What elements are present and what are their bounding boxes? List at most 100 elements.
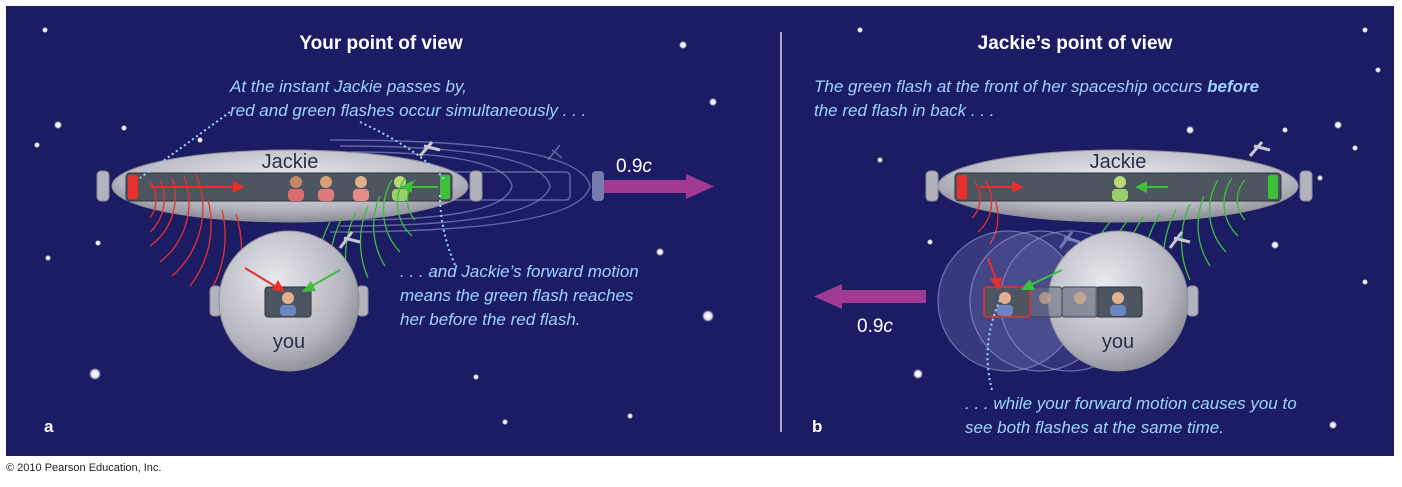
rear-bumper-ghost [592,171,604,201]
pod-green-ray-b [1029,269,1063,286]
pod-antenna-ghost [1058,231,1081,249]
panel-a-caption-bottom: . . . and Jackie’s forward motion means … [400,262,643,329]
leader-lines [139,111,456,266]
front-bumper-b [1299,170,1313,202]
you-head-b [1112,292,1124,304]
green-flash-arrowhead-b [1135,181,1147,193]
velocity-arrow-head [686,174,714,199]
star [1329,421,1337,429]
you-pod: you [209,230,369,372]
speed-label-b: 0.9c [857,316,893,337]
panel-a: Your point of view At the instant Jackie… [44,33,714,436]
star [473,374,479,380]
panel-b-title: Jackie’s point of view [978,33,1173,54]
jackie-head-b [1114,176,1126,188]
rear-bumper-b [925,170,939,202]
star [1375,67,1381,73]
panel-a-caption-top: At the instant Jackie passes by, red and… [229,77,586,120]
red-lamp-b [957,175,967,199]
panel-a-title: Your point of view [299,33,462,54]
you-body [280,305,296,316]
star [1334,121,1342,129]
ghost-head-2 [1039,292,1051,304]
you-head [282,292,294,304]
jackie-label-b: Jackie [1090,151,1147,173]
ghost-head-3 [999,292,1011,304]
panel-a-letter: a [44,417,54,436]
star [1362,279,1368,285]
ship-motion-trail [329,139,591,233]
copyright-notice: © 2010 Pearson Education, Inc. [6,462,162,474]
pod-antenna-b [1168,231,1191,249]
pod-green-arrowhead-b [1021,279,1035,290]
front-bumper [469,170,483,202]
antenna-b [1248,141,1271,157]
star [34,142,40,148]
ghost-body-3 [997,305,1013,316]
ghost-head-1 [1074,292,1086,304]
star [42,27,48,33]
star [1186,126,1194,134]
you-body-b [1110,305,1126,316]
star [656,248,664,256]
star [857,27,863,33]
panel-b-caption-bottom: . . . while your forward motion causes y… [965,394,1301,437]
velocity-arrow-shaft [604,180,686,193]
you-pod-b: you [983,230,1199,372]
antenna [418,141,441,157]
you-velocity-arrow: 0.9c [814,284,926,337]
pod-red-arrowhead-b [990,277,1002,290]
star [54,121,62,129]
pod-green-arrowhead [302,281,316,292]
jackie-spaceship-b: Jackie [925,141,1313,223]
star [502,419,508,425]
star [627,413,633,419]
star [121,125,127,131]
star [927,239,933,245]
starfield [34,27,1381,429]
star [702,310,714,322]
speed-label: 0.9c [616,156,652,177]
you-label: you [273,331,305,353]
star [1271,241,1279,249]
velocity-arrow-shaft-b [842,290,926,303]
star [1282,127,1288,133]
rear-bumper [96,170,110,202]
star [45,255,51,261]
jackie-body-b [1112,189,1128,201]
leader-line-b [986,299,1001,391]
star [709,98,717,106]
pod-red-ray-b [987,257,997,281]
panel-b-caption-top: The green flash at the front of her spac… [814,77,1264,120]
star [913,369,923,379]
star [877,157,883,163]
star [1362,27,1368,33]
star [679,41,687,49]
panel-b-letter: b [812,417,822,436]
pod-green-ray [309,269,341,288]
star [95,240,101,246]
you-label-b: you [1102,331,1134,353]
green-lamp [440,175,450,199]
pod-antenna [338,231,361,249]
ship-window [125,172,453,202]
red-wavefronts-b [971,179,999,245]
red-flash-arrowhead [233,181,245,193]
jackie-label: Jackie [262,151,319,173]
velocity-arrow-head-b [814,284,842,309]
passengers [288,176,408,201]
red-flash-arrowhead-b [1012,181,1024,193]
green-lamp-b [1268,175,1278,199]
pod-red-arrowhead [272,280,285,292]
star [1352,145,1358,151]
panel-b: Jackie’s point of view The green flash a… [812,33,1313,437]
star [89,368,101,380]
jackie-velocity-arrow: 0.9c [592,156,714,201]
red-lamp [128,175,138,199]
pod-red-ray [244,267,279,289]
space-background [6,6,1394,456]
star [197,137,203,143]
pod-right-bumper-b [1186,285,1199,317]
jackie-spaceship: Jackie [96,141,483,223]
